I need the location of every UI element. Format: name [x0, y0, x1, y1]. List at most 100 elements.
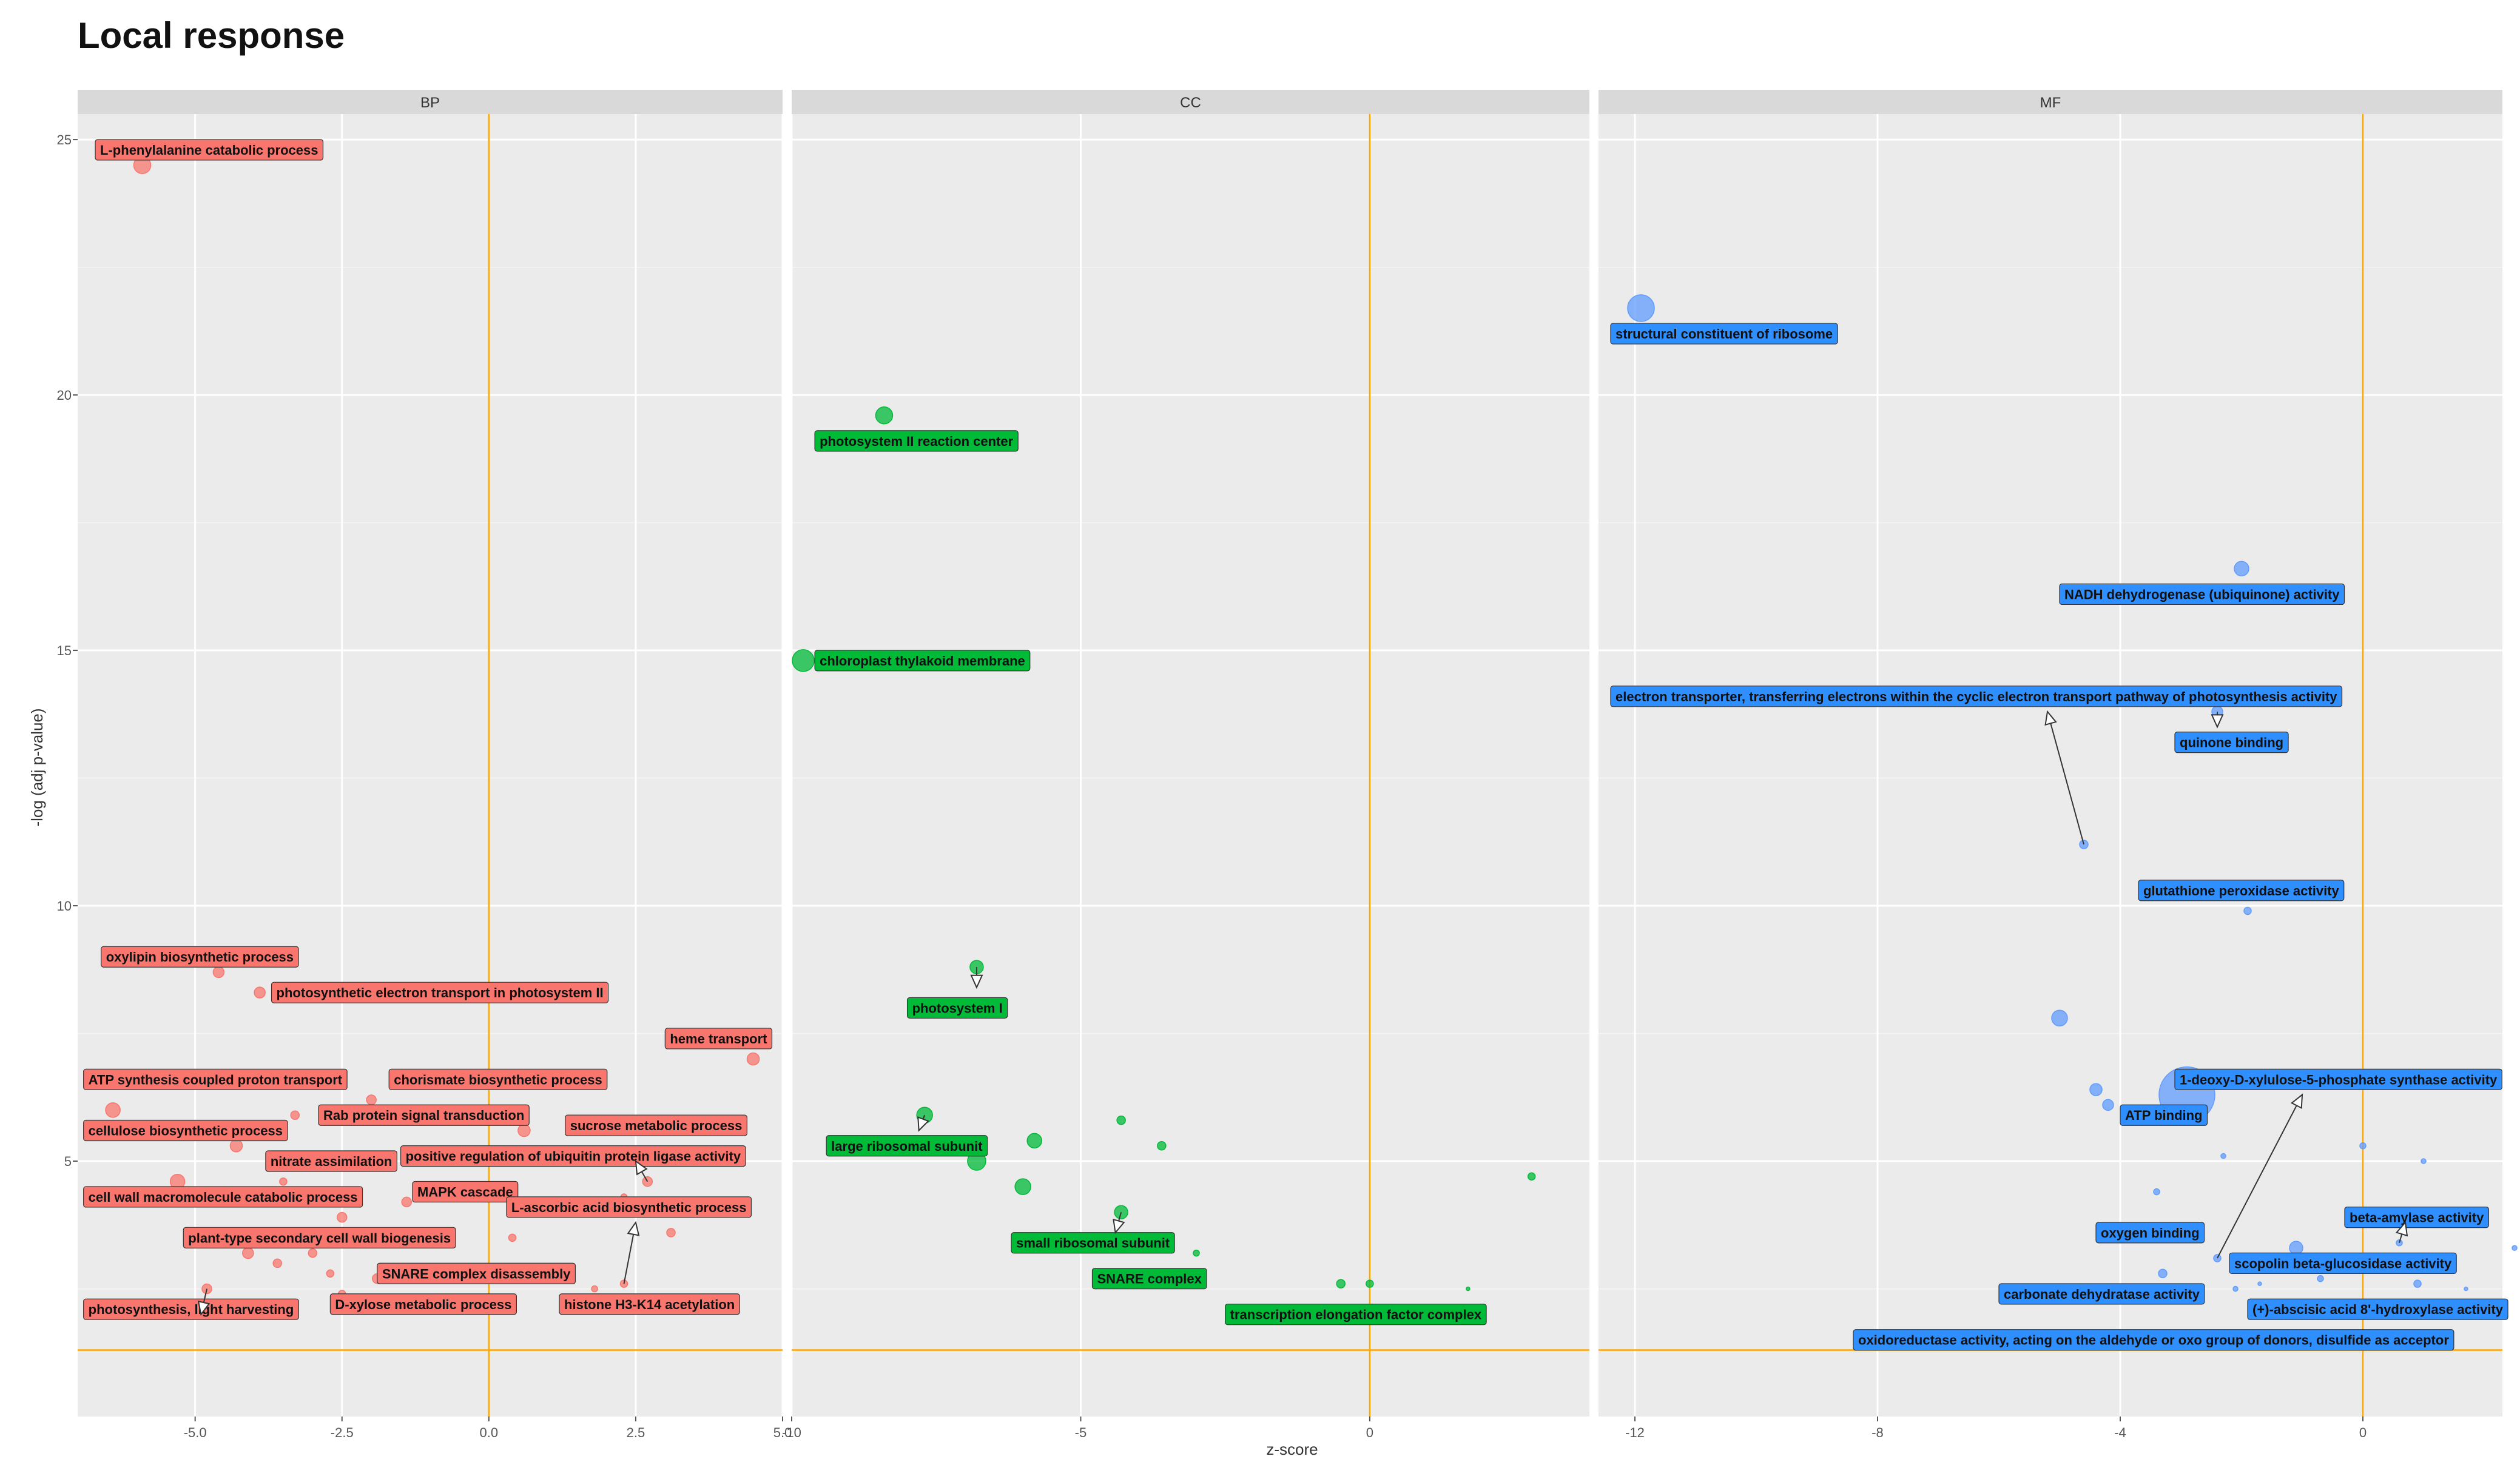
point-label-box [83, 1068, 348, 1090]
data-point [508, 1233, 517, 1242]
point-label-box [265, 1150, 397, 1172]
point-label: cell wall macromolecule catabolic proces… [83, 1186, 363, 1208]
facet-cc: CC -10 -5 0 photosystem II reaction center ch… [782, 90, 1589, 1440]
point-label-box [83, 1186, 363, 1208]
x-tick-label: 0 [2359, 1425, 2367, 1440]
point-label-box [1853, 1329, 2454, 1351]
point-label-box [906, 997, 1008, 1019]
point-label: photosystem I [906, 997, 1008, 1019]
point-label-text: photosynthesis, light harvesting [89, 1302, 294, 1317]
label-arrow-head [2211, 714, 2224, 729]
x-tick-label: -10 [782, 1425, 801, 1440]
data-point [2234, 561, 2249, 577]
data-point [1026, 1133, 1042, 1149]
point-label-box [1610, 686, 2343, 707]
point-label-text: oxylipin biosynthetic process [106, 949, 294, 965]
point-label: electron transporter, transferring elect… [1610, 686, 2343, 707]
data-point [2051, 1009, 2068, 1027]
x-tick-label: -2.5 [331, 1425, 354, 1440]
point-label-box [1225, 1304, 1487, 1326]
data-point [366, 1094, 377, 1105]
point-label-box [2174, 732, 2289, 753]
panel-background [78, 114, 783, 1417]
data-point [229, 1139, 243, 1153]
point-label-text: 1-deoxy-D-xylulose-5-phosphate synthase … [2180, 1072, 2498, 1087]
page-title: Local response [78, 15, 345, 56]
data-point [2089, 1083, 2103, 1096]
label-arrow-head [2290, 1093, 2303, 1110]
x-tick-label: -8 [1871, 1425, 1884, 1440]
point-label: histone H3-K14 acetylation [559, 1293, 740, 1315]
data-point [875, 406, 894, 425]
data-point [591, 1285, 598, 1293]
data-point [308, 1248, 318, 1258]
point-label-text: positive regulation of ubiquitin protein… [406, 1149, 741, 1164]
point-label: chorismate biosynthetic process [388, 1068, 608, 1090]
point-label-text: L-phenylalanine catabolic process [100, 143, 318, 158]
y-tick-label: 15 [57, 643, 72, 658]
point-label-box [2059, 583, 2345, 605]
point-label: photosynthesis, light harvesting [83, 1298, 299, 1320]
point-label: beta-amylase activity [2344, 1207, 2489, 1228]
point-label-text: small ribosomal subunit [1016, 1236, 1170, 1251]
point-label: ATP synthesis coupled proton transport [83, 1068, 348, 1090]
point-label-text: large ribosomal subunit [831, 1139, 983, 1154]
data-point [1014, 1178, 1031, 1195]
y-tick-label: 10 [57, 898, 72, 914]
data-point [2359, 1142, 2367, 1150]
data-point [2413, 1279, 2422, 1288]
data-point [2153, 1188, 2160, 1196]
point-label-box [101, 946, 299, 968]
point-label: (+)-abscisic acid 8'-hydroxylase activit… [2247, 1298, 2508, 1320]
point-label: photosynthetic electron transport in pho… [271, 982, 609, 1003]
x-tick-label: -5.0 [184, 1425, 207, 1440]
point-label-box [664, 1028, 773, 1049]
data-point [2243, 906, 2252, 915]
data-point [326, 1269, 335, 1278]
facet-strip-label: MF [2040, 95, 2061, 111]
data-point [279, 1177, 288, 1186]
point-label-box [506, 1196, 752, 1218]
point-label-text: beta-amylase activity [2350, 1210, 2484, 1225]
point-label: transcription elongation factor complex [1225, 1304, 1487, 1326]
x-tick-label: 5.0 [773, 1425, 792, 1440]
point-label-box [814, 650, 1031, 672]
point-label: L-ascorbic acid biosynthetic process [506, 1196, 752, 1218]
point-label-text: D-xylose metabolic process [335, 1297, 511, 1312]
point-label-text: NADH dehydrogenase (ubiquinone) activity [2064, 587, 2340, 602]
data-point [2421, 1158, 2427, 1164]
point-label: sucrose metabolic process [565, 1114, 748, 1136]
point-label-box [2229, 1252, 2457, 1275]
point-label-text: oxygen binding [2101, 1225, 2200, 1241]
facet-strip [792, 90, 1589, 114]
x-axis-title: z-score [1266, 1440, 1318, 1458]
data-point [1527, 1172, 1536, 1181]
facet-panels: BP -5.0 -2.5 0.0 2.5 5.0 L-phenylalanine catab… [78, 90, 2518, 1440]
point-label-text: sucrose metabolic process [570, 1118, 743, 1133]
point-label-text: histone H3-K14 acetylation [564, 1297, 735, 1312]
facet-bp: BP -5.0 -2.5 0.0 2.5 5.0 L-phenylalanine catab… [78, 90, 792, 1440]
point-label-box [95, 139, 324, 161]
point-label: heme transport [664, 1028, 773, 1049]
point-label-box [2120, 1104, 2208, 1126]
point-label-text: photosynthetic electron transport in pho… [277, 985, 604, 1000]
point-label: 1-deoxy-D-xylulose-5-phosphate synthase … [2174, 1068, 2502, 1090]
point-label-text: structural constituent of ribosome [1615, 326, 1833, 342]
point-label-text: quinone binding [2180, 735, 2283, 750]
point-label: Rab protein signal transduction [318, 1104, 530, 1126]
data-point [1366, 1279, 1374, 1288]
point-label-text: scopolin beta-glucosidase activity [2234, 1256, 2452, 1271]
point-label: structural constituent of ribosome [1610, 323, 1838, 345]
data-point [290, 1110, 300, 1120]
point-label-box [2095, 1222, 2205, 1244]
point-label: carbonate dehydratase activity [1998, 1283, 2205, 1305]
data-point [2158, 1268, 2168, 1279]
point-label: oxidoreductase activity, acting on the a… [1853, 1329, 2454, 1351]
point-label-text: oxidoreductase activity, acting on the a… [1858, 1333, 2449, 1348]
point-label: positive regulation of ubiquitin protein… [400, 1145, 746, 1167]
point-label-box [377, 1262, 576, 1284]
point-label-text: MAPK cascade [417, 1185, 513, 1200]
point-label-box [1998, 1283, 2205, 1305]
point-label: large ribosomal subunit [826, 1135, 988, 1157]
data-point [242, 1247, 254, 1259]
